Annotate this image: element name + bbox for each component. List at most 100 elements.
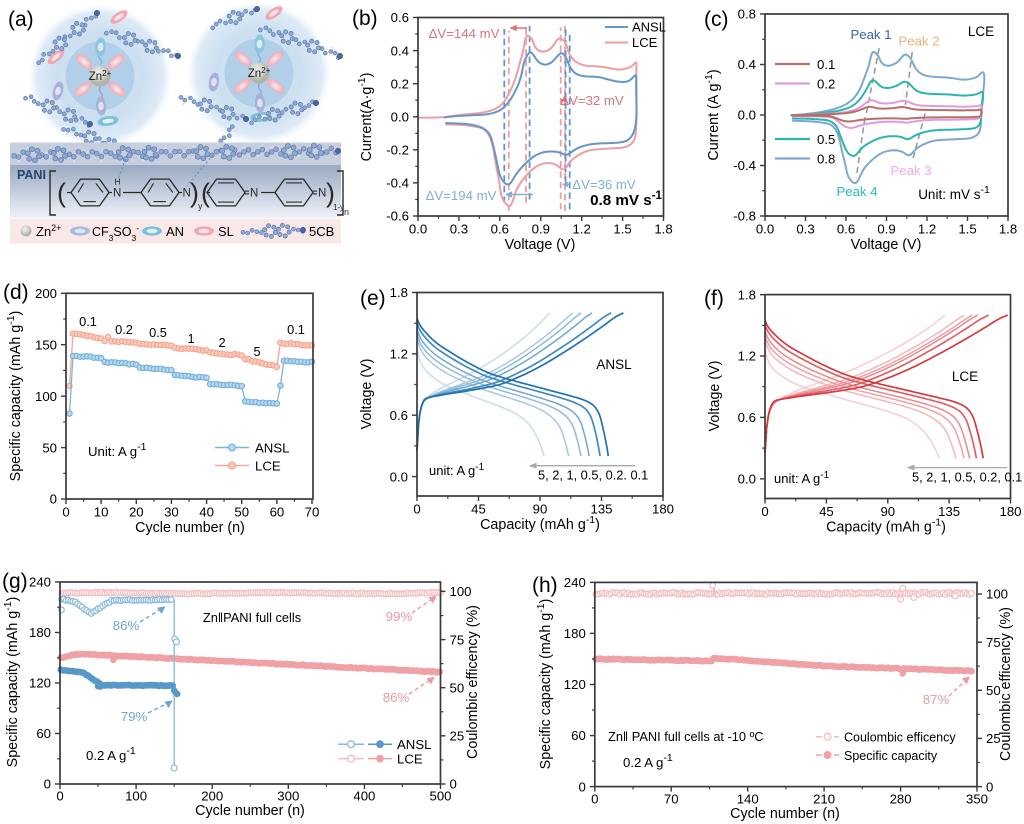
svg-text:-0.4: -0.4 <box>733 158 756 173</box>
svg-text:60: 60 <box>571 728 586 743</box>
svg-text:-0.2: -0.2 <box>386 143 409 158</box>
svg-text:ANSL: ANSL <box>596 357 632 372</box>
svg-text:0.6: 0.6 <box>391 10 409 25</box>
svg-text:0.4: 0.4 <box>738 57 756 72</box>
svg-text:70: 70 <box>305 505 320 520</box>
svg-text:0.5: 0.5 <box>149 325 167 340</box>
svg-text:0.0: 0.0 <box>738 108 756 123</box>
svg-text:25: 25 <box>450 729 465 744</box>
svg-text:0.2 A g-1: 0.2 A g-1 <box>623 752 673 770</box>
svg-text:200: 200 <box>201 789 223 804</box>
svg-text:5CB: 5CB <box>309 224 334 239</box>
svg-text:0: 0 <box>986 779 993 794</box>
svg-text:100: 100 <box>35 389 57 404</box>
svg-text:1.2: 1.2 <box>918 222 936 237</box>
svg-text:86%: 86% <box>383 690 410 705</box>
svg-text:LCE: LCE <box>255 458 281 473</box>
svg-text:LCE: LCE <box>632 35 658 50</box>
svg-text:Current(A·g-1): Current(A·g-1) <box>356 73 375 162</box>
svg-text:LCE: LCE <box>952 369 978 384</box>
svg-text:-0.8: -0.8 <box>733 209 756 224</box>
svg-text:0.0: 0.0 <box>738 472 756 487</box>
svg-text:Coulombic efficency (%): Coulombic efficency (%) <box>998 607 1014 761</box>
svg-text:(c): (c) <box>704 8 729 31</box>
svg-text:75: 75 <box>450 632 465 647</box>
svg-text:240: 240 <box>29 575 51 590</box>
svg-text:Zn‖ PANI full cells at -10 ºC: Zn‖ PANI full cells at -10 ºC <box>608 729 764 744</box>
svg-text:Cycle number (n): Cycle number (n) <box>195 803 305 819</box>
svg-text:135: 135 <box>590 502 612 517</box>
svg-text:1: 1 <box>187 331 194 346</box>
svg-text:LCE: LCE <box>968 24 994 39</box>
svg-text:0.4: 0.4 <box>391 43 409 58</box>
svg-text:10: 10 <box>94 505 109 520</box>
svg-text:(g): (g) <box>2 570 28 593</box>
svg-text:(f): (f) <box>704 287 724 310</box>
svg-text:Cycle number (n): Cycle number (n) <box>730 806 840 822</box>
svg-text:90: 90 <box>533 502 548 517</box>
svg-text:60: 60 <box>36 726 51 741</box>
svg-text:5, 2, 1, 0.5, 0.2. 0.1: 5, 2, 1, 0.5, 0.2. 0.1 <box>538 468 648 483</box>
svg-text:75: 75 <box>986 635 1001 650</box>
svg-text:Peak 2: Peak 2 <box>898 34 939 49</box>
svg-text:ΔV=36 mV: ΔV=36 mV <box>572 177 636 192</box>
svg-text:Cycle number (n): Cycle number (n) <box>135 520 245 536</box>
svg-text:1.5: 1.5 <box>958 222 976 237</box>
svg-text:100: 100 <box>450 584 472 599</box>
svg-text:180: 180 <box>564 626 586 641</box>
svg-text:0.8: 0.8 <box>738 7 756 22</box>
svg-text:0.8 mV s-1: 0.8 mV s-1 <box>590 190 662 209</box>
svg-text:Specific capacity (mAh g-1): Specific capacity (mAh g-1) <box>5 311 24 482</box>
svg-text:0: 0 <box>50 492 57 507</box>
svg-text:1.2: 1.2 <box>390 347 408 362</box>
svg-text:180: 180 <box>999 504 1021 519</box>
svg-text:Voltage (V): Voltage (V) <box>505 237 576 253</box>
svg-text:0: 0 <box>450 777 457 792</box>
svg-text:0.0: 0.0 <box>391 110 409 125</box>
svg-text:45: 45 <box>471 502 486 517</box>
svg-text:1.2: 1.2 <box>738 349 756 364</box>
svg-text:-0.4: -0.4 <box>386 176 409 191</box>
svg-text:0: 0 <box>591 792 598 807</box>
svg-text:5, 2, 1, 0.5, 0.2, 0.1: 5, 2, 1, 0.5, 0.2, 0.1 <box>912 470 1022 485</box>
svg-text:120: 120 <box>29 676 51 691</box>
svg-text:0.9: 0.9 <box>877 222 895 237</box>
svg-text:0.8: 0.8 <box>817 151 835 166</box>
svg-text:50: 50 <box>986 683 1001 698</box>
svg-text:N: N <box>250 188 258 200</box>
svg-text:1.2: 1.2 <box>573 222 591 237</box>
svg-text:1.5: 1.5 <box>613 222 631 237</box>
svg-text:N: N <box>113 188 121 200</box>
svg-text:): ) <box>190 178 199 208</box>
svg-text:0.5: 0.5 <box>817 132 835 147</box>
svg-text:20: 20 <box>129 505 144 520</box>
svg-text:Coulombic efficency: Coulombic efficency <box>844 731 956 745</box>
svg-text:0.1: 0.1 <box>79 314 97 329</box>
svg-text:Peak 3: Peak 3 <box>890 163 931 178</box>
svg-text:0.6: 0.6 <box>837 222 855 237</box>
svg-text:87%: 87% <box>923 692 950 707</box>
svg-text:(: ( <box>201 178 210 208</box>
svg-text:ΔV=144 mV: ΔV=144 mV <box>429 26 500 41</box>
svg-text:90: 90 <box>880 504 895 519</box>
svg-text:79%: 79% <box>121 709 148 724</box>
svg-text:n: n <box>344 207 349 217</box>
svg-text:Capacity (mAh g-1): Capacity (mAh g-1) <box>480 514 600 533</box>
svg-text:Coulombic efficency (%): Coulombic efficency (%) <box>465 605 481 759</box>
svg-text:1.8: 1.8 <box>999 222 1017 237</box>
svg-text:2: 2 <box>218 335 225 350</box>
svg-text:ANSL: ANSL <box>632 20 666 35</box>
svg-text:Voltage (V): Voltage (V) <box>707 361 723 432</box>
svg-text:unit: A g-1: unit: A g-1 <box>429 462 485 479</box>
svg-text:(a): (a) <box>8 8 34 31</box>
svg-text:ANSL: ANSL <box>255 440 289 455</box>
svg-text:ΔV=194 mV: ΔV=194 mV <box>426 188 497 203</box>
svg-text:SL: SL <box>218 224 234 239</box>
svg-text:350: 350 <box>966 792 988 807</box>
svg-text:unit: A g-1: unit: A g-1 <box>774 470 830 487</box>
svg-text:150: 150 <box>35 337 57 352</box>
svg-text:99%: 99% <box>386 609 413 624</box>
svg-text:Specific capacity (mAh g-1): Specific capacity (mAh g-1) <box>535 599 554 770</box>
svg-text:140: 140 <box>737 792 759 807</box>
svg-text:86%: 86% <box>113 618 140 633</box>
